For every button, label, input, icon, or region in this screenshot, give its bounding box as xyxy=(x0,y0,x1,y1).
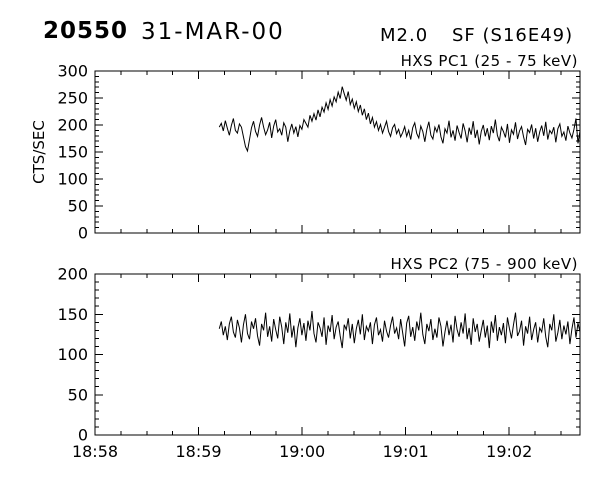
y-tick-label: 0 xyxy=(78,426,88,445)
y-tick-label: 50 xyxy=(68,385,88,404)
y-tick-label: 100 xyxy=(57,345,88,364)
plot-frame xyxy=(94,273,581,436)
y-tick-label: 250 xyxy=(57,89,88,108)
x-tick-label: 19:02 xyxy=(486,442,532,461)
lightcurve-line xyxy=(218,310,581,349)
y-tick-label: 100 xyxy=(57,170,88,189)
y-tick-label: 150 xyxy=(57,143,88,162)
y-tick-label: 200 xyxy=(57,265,88,284)
event-date: 31-MAR-00 xyxy=(141,19,285,45)
event-id: 20550 xyxy=(43,18,129,44)
goes-class: M2.0 xyxy=(380,25,429,46)
y-tick-label: 50 xyxy=(68,197,88,216)
y-tick-label: 150 xyxy=(57,305,88,324)
flare-type-location: SF (S16E49) xyxy=(452,25,574,46)
plot-title: HXS PC1 (25 - 75 keV) xyxy=(401,52,578,70)
y-tick-label: 300 xyxy=(57,62,88,81)
plot-title: HXS PC2 (75 - 900 keV) xyxy=(391,255,578,273)
x-tick-label: 18:59 xyxy=(176,442,222,461)
y-axis-label: CTS/SEC xyxy=(30,120,48,184)
x-tick-label: 19:00 xyxy=(279,442,325,461)
y-tick-label: 200 xyxy=(57,116,88,135)
x-tick-label: 18:58 xyxy=(72,442,118,461)
x-tick-label: 19:01 xyxy=(383,442,429,461)
lightcurve-line xyxy=(218,86,581,153)
y-tick-label: 0 xyxy=(78,224,88,243)
